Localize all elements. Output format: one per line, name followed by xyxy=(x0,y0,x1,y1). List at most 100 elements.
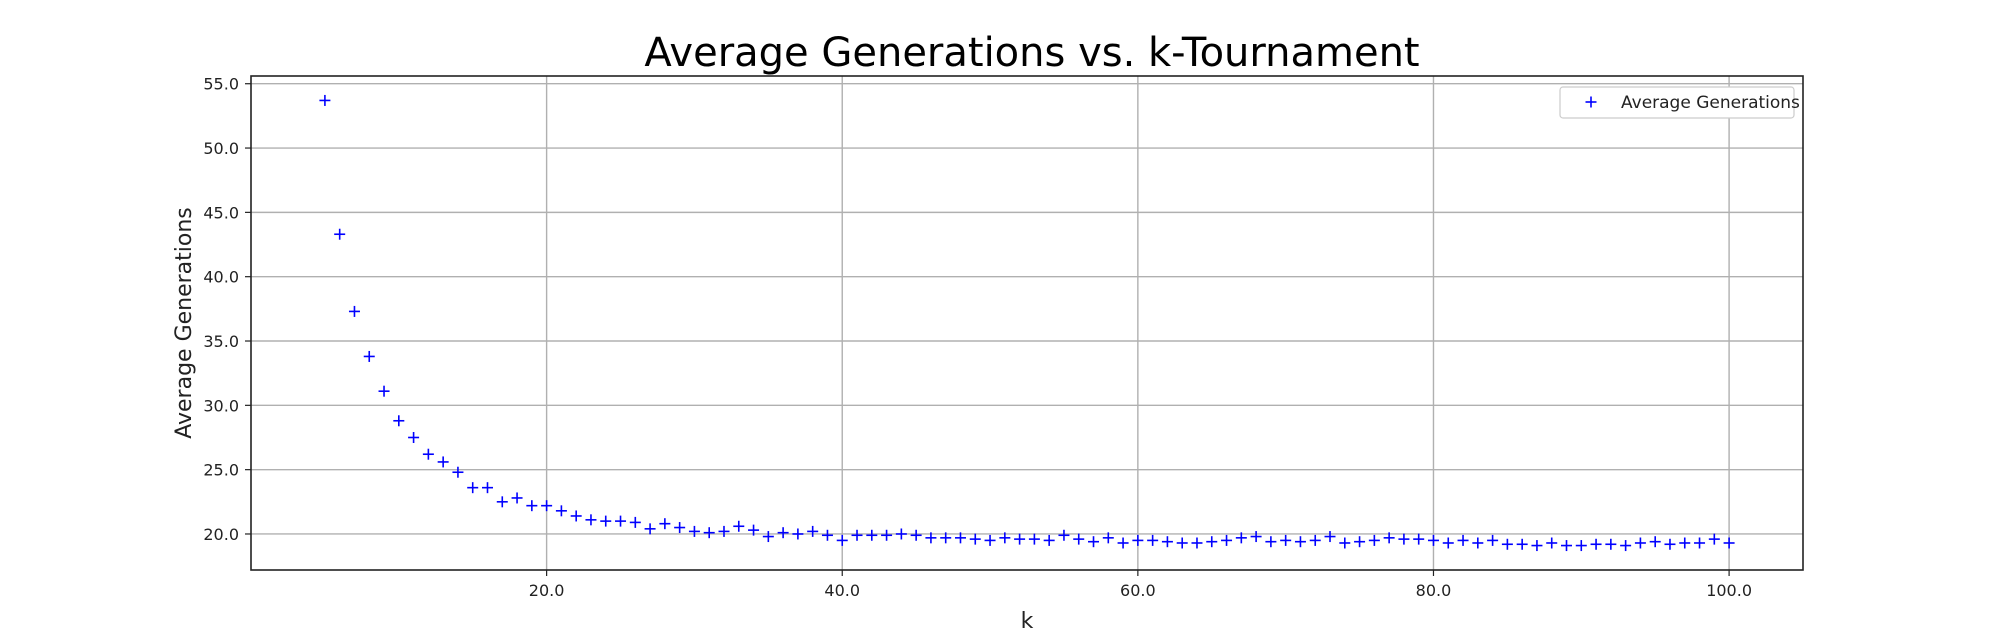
data-point xyxy=(1058,529,1070,541)
y-axis-label: Average Generations xyxy=(172,207,197,439)
data-point xyxy=(1309,534,1321,546)
data-point xyxy=(792,528,804,540)
plot-area xyxy=(250,75,1804,571)
data-point xyxy=(1250,531,1262,543)
y-tick-label: 40.0 xyxy=(203,268,239,287)
data-points xyxy=(319,94,1735,552)
data-point xyxy=(1472,537,1484,549)
data-point xyxy=(334,228,346,240)
y-tick-label: 50.0 xyxy=(203,139,239,158)
data-point xyxy=(600,515,612,527)
data-point xyxy=(1457,534,1469,546)
data-point xyxy=(881,529,893,541)
data-point xyxy=(1014,533,1026,545)
data-point xyxy=(1590,538,1602,550)
data-point xyxy=(615,515,627,527)
data-point xyxy=(703,527,715,539)
data-point xyxy=(821,529,833,541)
data-point xyxy=(1664,538,1676,550)
y-tick-label: 30.0 xyxy=(203,396,239,415)
data-point xyxy=(319,94,331,106)
data-point xyxy=(1221,534,1233,546)
data-point xyxy=(496,496,508,508)
y-tick-label: 20.0 xyxy=(203,525,239,544)
legend: Average Generations xyxy=(1559,86,1800,119)
x-tick-label: 100.0 xyxy=(1706,581,1752,600)
x-axis-label: k xyxy=(1021,609,1034,634)
data-point xyxy=(393,415,405,427)
data-point xyxy=(526,500,538,512)
data-point xyxy=(541,500,553,512)
data-point xyxy=(1605,538,1617,550)
data-point xyxy=(629,516,641,528)
data-point xyxy=(1546,537,1558,549)
data-point xyxy=(1147,534,1159,546)
data-point xyxy=(718,525,730,537)
data-point xyxy=(851,529,863,541)
data-point xyxy=(437,456,449,468)
data-point xyxy=(1235,532,1247,544)
data-point xyxy=(925,532,937,544)
data-point xyxy=(807,525,819,537)
data-point xyxy=(777,527,789,539)
data-point xyxy=(1575,540,1587,552)
data-point xyxy=(1634,537,1646,549)
data-point xyxy=(1679,537,1691,549)
data-point xyxy=(1117,537,1129,549)
data-point xyxy=(348,305,360,317)
data-point xyxy=(866,529,878,541)
data-point xyxy=(954,532,966,544)
data-point xyxy=(1561,540,1573,552)
data-point xyxy=(688,525,700,537)
data-point xyxy=(969,533,981,545)
data-point xyxy=(363,350,375,362)
y-tick-label: 45.0 xyxy=(203,203,239,222)
data-point xyxy=(1088,536,1100,548)
data-point xyxy=(511,492,523,504)
y-tick-label: 25.0 xyxy=(203,461,239,480)
x-tick-label: 40.0 xyxy=(824,581,860,600)
data-point xyxy=(1206,536,1218,548)
data-point xyxy=(422,448,434,460)
data-point xyxy=(1354,536,1366,548)
data-point xyxy=(999,532,1011,544)
data-point xyxy=(1132,534,1144,546)
grid-lines xyxy=(251,76,1803,570)
data-point xyxy=(1723,537,1735,549)
data-point xyxy=(674,522,686,534)
data-point xyxy=(910,529,922,541)
data-point xyxy=(1280,534,1292,546)
data-point xyxy=(659,518,671,530)
data-point xyxy=(1161,536,1173,548)
data-point xyxy=(1294,536,1306,548)
data-point xyxy=(1398,533,1410,545)
data-point xyxy=(1383,532,1395,544)
x-tick-label: 20.0 xyxy=(529,581,565,600)
data-point xyxy=(452,466,464,478)
data-point xyxy=(1339,537,1351,549)
data-point xyxy=(1487,534,1499,546)
data-point xyxy=(1043,534,1055,546)
data-point xyxy=(1265,536,1277,548)
data-point xyxy=(1413,533,1425,545)
data-point xyxy=(1531,540,1543,552)
data-point xyxy=(1694,537,1706,549)
legend-box xyxy=(1559,86,1795,119)
data-point xyxy=(1176,537,1188,549)
data-point xyxy=(984,534,996,546)
data-point xyxy=(1442,537,1454,549)
legend-marker xyxy=(1585,96,1597,108)
data-point xyxy=(1191,537,1203,549)
data-point xyxy=(733,520,745,532)
data-point xyxy=(1516,538,1528,550)
data-point xyxy=(1028,533,1040,545)
data-point xyxy=(762,531,774,543)
chart-title: Average Generations vs. k-Tournament xyxy=(644,30,1419,76)
data-point xyxy=(1073,533,1085,545)
legend-label: Average Generations xyxy=(1621,93,1800,113)
data-point xyxy=(378,385,390,397)
data-point xyxy=(1708,533,1720,545)
data-point xyxy=(1501,538,1513,550)
data-point xyxy=(481,482,493,494)
